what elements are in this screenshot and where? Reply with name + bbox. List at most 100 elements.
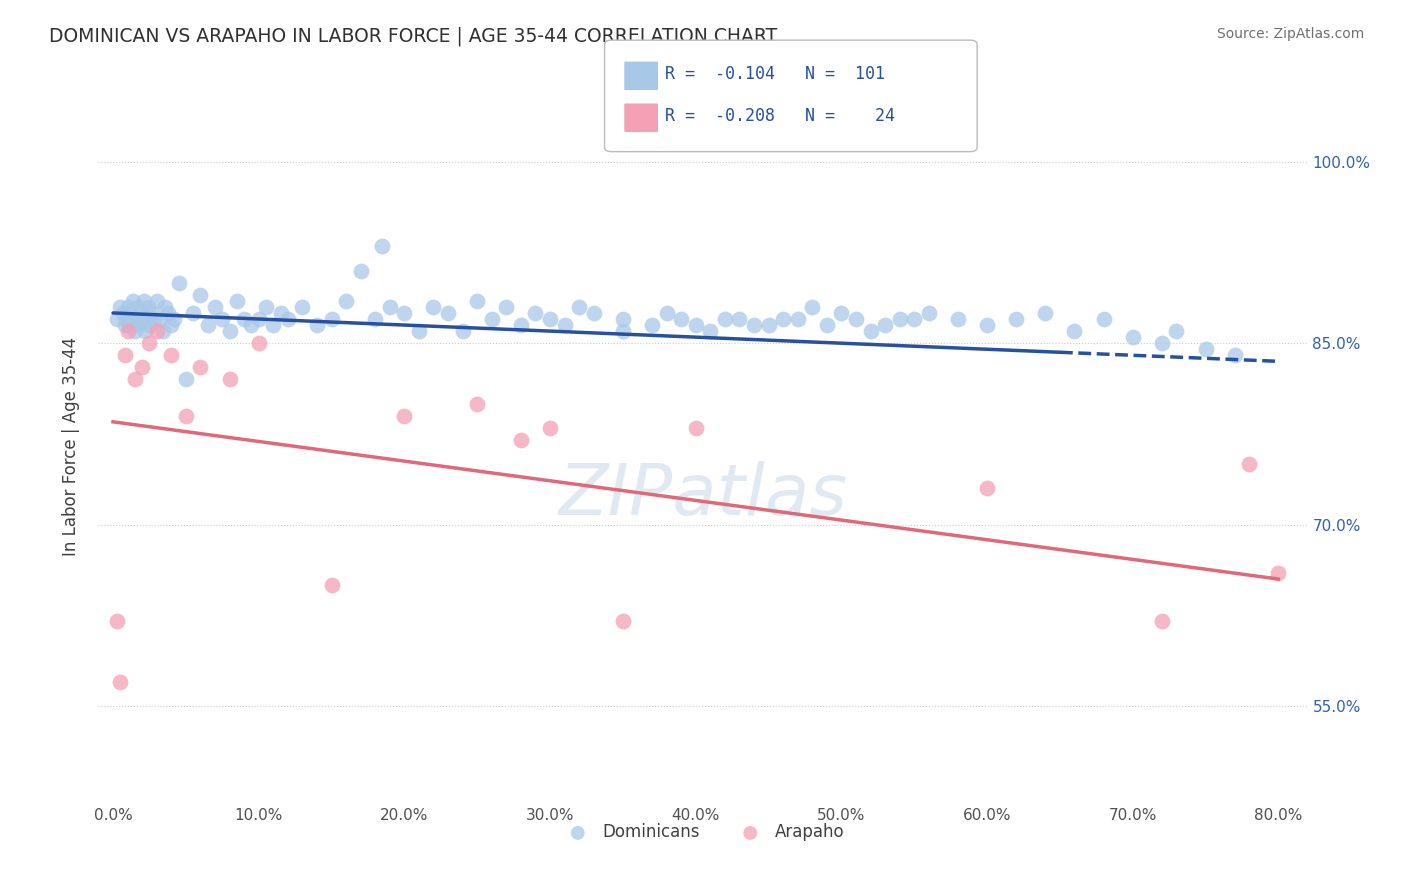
- Point: [105, 615, 128, 629]
- Point: [105, 312, 128, 326]
- Point: [728, 312, 751, 326]
- Point: [218, 372, 240, 386]
- Point: [1122, 330, 1144, 344]
- Point: [124, 372, 146, 386]
- Point: [218, 324, 240, 338]
- Point: [142, 312, 165, 326]
- Point: [115, 312, 138, 326]
- Point: [163, 312, 186, 326]
- Point: [211, 312, 233, 326]
- Point: [859, 324, 882, 338]
- Point: [350, 263, 373, 277]
- Point: [247, 336, 270, 351]
- Point: [152, 324, 174, 338]
- Point: [371, 239, 394, 253]
- Point: [758, 318, 780, 332]
- Point: [190, 288, 212, 302]
- Point: [110, 300, 132, 314]
- Point: [117, 300, 139, 314]
- Point: [903, 312, 925, 326]
- Point: [145, 293, 167, 308]
- Text: R =  -0.104   N =  101: R = -0.104 N = 101: [665, 65, 884, 83]
- Point: [495, 300, 517, 314]
- Point: [174, 372, 197, 386]
- Point: [641, 318, 664, 332]
- Point: [1150, 336, 1173, 351]
- Point: [131, 360, 153, 375]
- Point: [138, 336, 160, 351]
- Point: [742, 318, 765, 332]
- Point: [125, 312, 148, 326]
- Point: [132, 293, 155, 308]
- Point: [122, 293, 145, 308]
- Point: [124, 324, 146, 338]
- Point: [254, 300, 277, 314]
- Point: [509, 318, 531, 332]
- Text: Source: ZipAtlas.com: Source: ZipAtlas.com: [1216, 27, 1364, 41]
- Point: [1194, 343, 1216, 357]
- Point: [612, 312, 634, 326]
- Point: [612, 324, 634, 338]
- Point: [270, 306, 292, 320]
- Point: [114, 318, 136, 332]
- Point: [118, 318, 141, 332]
- Point: [114, 348, 136, 362]
- Point: [801, 300, 824, 314]
- Point: [291, 300, 314, 314]
- Point: [117, 324, 139, 338]
- Point: [110, 674, 132, 689]
- Point: [568, 300, 591, 314]
- Point: [167, 276, 190, 290]
- Point: [481, 312, 503, 326]
- Point: [157, 306, 180, 320]
- Point: [815, 318, 838, 332]
- Point: [233, 312, 256, 326]
- Legend: Dominicans, Arapaho: Dominicans, Arapaho: [554, 817, 852, 848]
- Point: [112, 306, 135, 320]
- Point: [422, 300, 444, 314]
- Point: [321, 578, 343, 592]
- Point: [1005, 312, 1028, 326]
- Point: [685, 421, 707, 435]
- Point: [138, 318, 160, 332]
- Point: [465, 293, 488, 308]
- Point: [976, 481, 998, 495]
- Point: [131, 312, 153, 326]
- Point: [335, 293, 357, 308]
- Point: [1063, 324, 1085, 338]
- Text: DOMINICAN VS ARAPAHO IN LABOR FORCE | AGE 35-44 CORRELATION CHART: DOMINICAN VS ARAPAHO IN LABOR FORCE | AG…: [49, 27, 778, 46]
- Point: [364, 312, 387, 326]
- Point: [190, 360, 212, 375]
- Point: [136, 300, 159, 314]
- Point: [554, 318, 576, 332]
- Point: [1092, 312, 1115, 326]
- Point: [451, 324, 474, 338]
- Point: [772, 312, 794, 326]
- Point: [321, 312, 343, 326]
- Point: [149, 312, 172, 326]
- Point: [655, 306, 678, 320]
- Point: [135, 312, 157, 326]
- Point: [305, 318, 328, 332]
- Point: [120, 306, 142, 320]
- Point: [262, 318, 284, 332]
- Text: R =  -0.208   N =    24: R = -0.208 N = 24: [665, 107, 896, 125]
- Point: [277, 312, 299, 326]
- Point: [160, 318, 183, 332]
- Point: [538, 312, 561, 326]
- Point: [134, 324, 156, 338]
- Point: [174, 409, 197, 423]
- Point: [889, 312, 911, 326]
- Point: [204, 300, 226, 314]
- Point: [465, 397, 488, 411]
- Point: [918, 306, 941, 320]
- Point: [524, 306, 547, 320]
- Point: [845, 312, 868, 326]
- Point: [155, 300, 177, 314]
- Point: [1239, 457, 1261, 471]
- Point: [946, 312, 969, 326]
- Point: [1267, 566, 1289, 580]
- Point: [408, 324, 430, 338]
- Point: [685, 318, 707, 332]
- Point: [1166, 324, 1188, 338]
